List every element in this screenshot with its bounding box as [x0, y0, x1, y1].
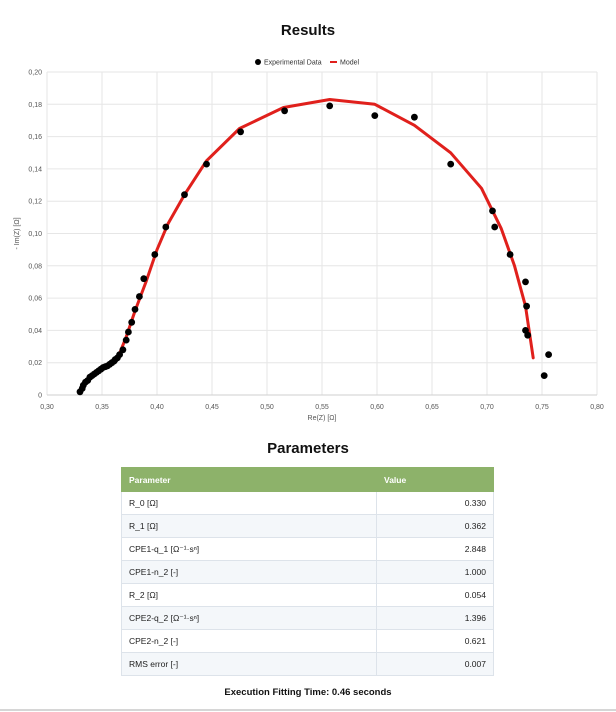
y-tick-label: 0,20 — [28, 70, 42, 77]
x-tick-label: 0,35 — [95, 404, 109, 411]
parameter-value: 0.621 — [376, 629, 494, 653]
legend-label-experimental[interactable]: Experimental Data — [264, 60, 322, 67]
data-point — [128, 318, 136, 326]
model-series — [117, 98, 535, 360]
y-tick-label: 0,08 — [28, 263, 42, 270]
model-line — [117, 98, 535, 360]
parameter-value: 0.054 — [376, 583, 494, 607]
y-tick-label: 0,04 — [28, 328, 42, 335]
x-tick-label: 0,45 — [205, 404, 219, 411]
column-header-parameter[interactable]: Parameter — [121, 467, 377, 492]
parameter-name: RMS error [-] — [121, 652, 377, 676]
x-tick-label: 0,65 — [425, 404, 439, 411]
chart-axes: 0,30 0,35 0,40 0,45 0,50 0,55 0,60 0,65 0,70 0,75… — [28, 70, 604, 412]
parameter-name: R_1 [Ω] — [121, 514, 377, 538]
execution-time: Execution Fitting Time: 0.46 seconds — [224, 687, 392, 698]
parameter-value: 1.396 — [376, 606, 494, 630]
y-tick-label: 0 — [38, 393, 42, 400]
x-axis-title: Re(Z) [Ω] — [308, 415, 337, 422]
data-point — [506, 251, 514, 258]
parameter-name: R_0 [Ω] — [121, 491, 377, 515]
parameter-name: CPE1-n_2 [-] — [121, 560, 377, 584]
parameter-value: 1.000 — [376, 560, 494, 584]
data-point — [326, 102, 334, 110]
y-tick-label: 0,16 — [28, 134, 42, 141]
data-point — [151, 251, 159, 258]
legend-marker-experimental — [255, 59, 261, 65]
chart-legend[interactable]: Experimental Data Model — [255, 59, 360, 67]
data-point — [140, 275, 148, 283]
data-point — [371, 112, 379, 119]
data-point — [122, 336, 130, 344]
y-tick-label: 0,10 — [28, 231, 42, 238]
data-point — [203, 160, 210, 168]
table-row: R_1 [Ω] 0.362 — [121, 514, 494, 538]
table-row: CPE1-q_1 [Ω⁻¹·sⁿ] 2.848 — [121, 537, 494, 561]
data-point — [540, 372, 548, 379]
x-tick-label: 0,50 — [260, 404, 274, 411]
table-header-row: Parameter Value — [121, 467, 494, 492]
bottom-divider — [0, 709, 616, 711]
parameter-name: CPE1-q_1 [Ω⁻¹·sⁿ] — [121, 537, 377, 561]
x-tick-label: 0,80 — [590, 404, 604, 411]
parameter-name: CPE2-n_2 [-] — [121, 629, 377, 653]
parameters-title: Parameters — [267, 440, 349, 457]
data-point — [491, 223, 499, 231]
legend-label-model[interactable]: Model — [340, 60, 360, 67]
y-tick-label: 0,12 — [28, 199, 42, 206]
data-point — [411, 113, 418, 121]
table-row: CPE1-n_2 [-] 1.000 — [121, 560, 494, 584]
y-tick-label: 0,02 — [28, 360, 42, 367]
x-tick-label: 0,55 — [315, 404, 329, 411]
parameter-name: R_2 [Ω] — [121, 583, 377, 607]
table-row: R_2 [Ω] 0.054 — [121, 583, 494, 607]
data-point — [116, 351, 123, 358]
parameters-table: Parameter Value R_0 [Ω] 0.330 R_1 [Ω] 0.362… — [121, 467, 494, 676]
experimental-series — [76, 102, 552, 396]
chart-grid — [46, 71, 598, 396]
data-point — [124, 328, 132, 336]
data-point — [489, 207, 496, 215]
nyquist-chart: 0,30 0,35 0,40 0,45 0,50 0,55 0,60 0,65 0,70 0,75… — [14, 59, 604, 422]
y-axis-title: - Im(Z) [Ω] — [14, 217, 21, 249]
y-tick-label: 0,06 — [28, 296, 42, 303]
parameter-name: CPE2-q_2 [Ω⁻¹·sⁿ] — [121, 606, 377, 630]
column-header-value[interactable]: Value — [376, 467, 494, 492]
table-row: RMS error [-] 0.007 — [121, 652, 494, 676]
data-point — [447, 160, 455, 168]
data-point — [522, 278, 529, 286]
axis-labels: Re(Z) [Ω] - Im(Z) [Ω] — [14, 217, 337, 422]
data-point — [119, 346, 127, 354]
parameter-value: 0.007 — [376, 652, 494, 676]
x-tick-label: 0,60 — [370, 404, 384, 411]
x-tick-label: 0,30 — [40, 404, 54, 411]
data-point — [131, 306, 139, 313]
table-row: CPE2-q_2 [Ω⁻¹·sⁿ] 1.396 — [121, 606, 494, 630]
results-title: Results — [280, 22, 336, 39]
data-point — [136, 293, 143, 300]
data-point — [281, 107, 288, 115]
y-tick-label: 0,14 — [28, 166, 42, 173]
data-point — [237, 128, 245, 136]
y-tick-label: 0,18 — [28, 102, 42, 109]
x-tick-label: 0,75 — [535, 404, 549, 411]
x-tick-label: 0,40 — [150, 404, 164, 411]
x-tick-label: 0,70 — [480, 404, 494, 411]
table-row: CPE2-n_2 [-] 0.621 — [121, 629, 494, 653]
parameter-value: 2.848 — [376, 537, 494, 561]
parameter-value: 0.362 — [376, 514, 494, 538]
parameters-table-body: R_0 [Ω] 0.330 R_1 [Ω] 0.362 CPE1-q_1 [Ω⁻¹·sⁿ… — [121, 491, 494, 676]
parameter-value: 0.330 — [376, 491, 494, 515]
data-point — [181, 191, 188, 199]
data-point — [523, 302, 530, 310]
table-row: R_0 [Ω] 0.330 — [121, 491, 494, 515]
data-point — [162, 223, 170, 231]
data-point — [545, 351, 552, 358]
data-point — [524, 331, 532, 339]
